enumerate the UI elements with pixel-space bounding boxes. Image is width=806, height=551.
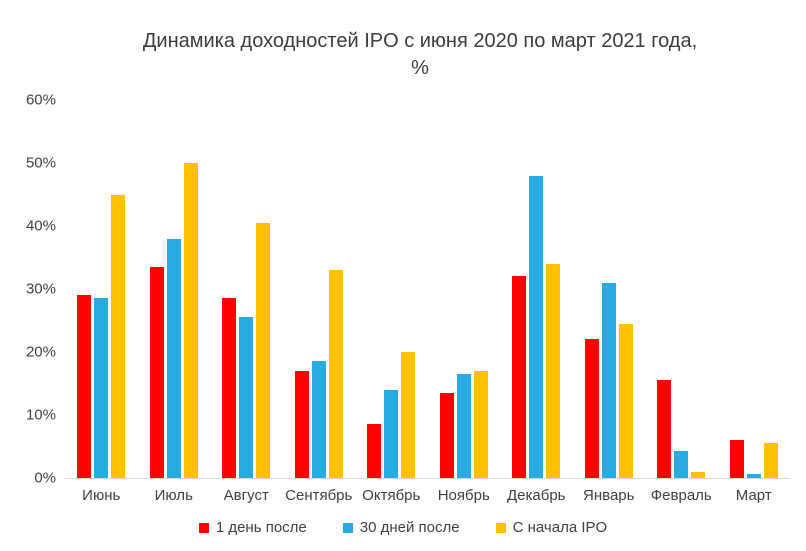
bar-group [718,100,791,478]
bar [166,238,181,478]
x-tick-label: Июль [154,487,193,504]
chart-title-line1: Динамика доходностей IPO с июня 2020 по … [142,30,698,52]
chart-title-line2: % [411,57,429,79]
x-tick-label: Январь [583,487,635,504]
y-axis: 0% 10% 20% 30% 40% 50% 60% [0,92,56,487]
bar-group [283,100,356,478]
bar-group [65,100,138,478]
plot-area [65,100,790,479]
y-tick-label: 20% [25,343,56,361]
bar [77,295,92,478]
bar-group [138,100,211,478]
bar [222,298,237,478]
bar [512,276,527,478]
legend-swatch-icon [342,522,353,533]
legend: 1 день после 30 дней после С начала IPO [0,519,806,536]
bar [674,450,689,478]
y-tick-label: 30% [25,280,56,298]
bar [311,361,326,478]
bar [439,392,454,478]
legend-label: С начала IPO [512,519,608,536]
legend-item: 1 день после [198,519,307,536]
legend-swatch-icon [495,522,506,533]
x-tick-label: Сентябрь [285,487,353,504]
bar [367,424,382,478]
bar [601,282,616,478]
bar [618,323,633,478]
bar [691,471,706,478]
bar [657,380,672,478]
y-tick-label: 40% [25,217,56,235]
bar [111,194,126,478]
bar [384,389,399,478]
bar-group [573,100,646,478]
bar [94,298,109,478]
legend-label: 1 день после [215,519,307,536]
bar-group [500,100,573,478]
bar [473,370,488,478]
bar [584,339,599,478]
bar [763,443,778,478]
x-tick-label: Ноябрь [437,487,490,504]
x-tick-label: Март [735,487,772,504]
bar-group [210,100,283,478]
x-axis: Июнь Июль Август Сентябрь Октябрь Ноябрь Декаб… [65,487,790,509]
bar [746,474,761,478]
legend-item: 30 дней после [342,519,460,536]
chart-title: Динамика доходностей IPO с июня 2020 по … [42,28,798,82]
x-tick-label: Октябрь [362,487,421,504]
x-tick-label: Август [223,487,269,504]
bar [456,374,471,478]
x-tick-label: Февраль [650,487,712,504]
legend-item: С начала IPO [495,519,608,536]
y-tick-label: 60% [25,91,56,109]
bar [239,317,254,478]
bar-group [428,100,501,478]
bar [529,175,544,478]
bar [294,370,309,478]
bar [401,352,416,478]
y-tick-label: 10% [25,406,56,424]
y-tick-label: 0% [34,469,56,487]
bar [149,266,164,478]
x-tick-label: Июнь [82,487,121,504]
bar-group [645,100,718,478]
x-tick-label: Декабрь [507,487,566,504]
y-tick-label: 50% [25,154,56,172]
bar [256,222,271,478]
bar-group [355,100,428,478]
bar [546,263,561,478]
bar [328,270,343,478]
legend-label: 30 дней после [359,519,460,536]
bar [183,163,198,478]
bar [729,440,744,478]
legend-swatch-icon [198,522,209,533]
